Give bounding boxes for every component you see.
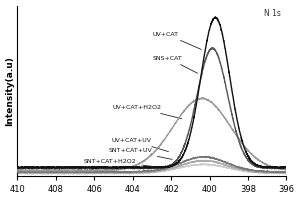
- Text: SNT+CAT+UV: SNT+CAT+UV: [108, 148, 172, 159]
- Text: UV+CAT+UV: UV+CAT+UV: [112, 138, 169, 152]
- Y-axis label: Intensity(a.u): Intensity(a.u): [6, 56, 15, 126]
- Text: SNS+CAT: SNS+CAT: [153, 56, 197, 73]
- Text: UV+CAT: UV+CAT: [153, 32, 201, 49]
- Text: N 1s: N 1s: [264, 9, 281, 18]
- Text: SNT+CAT+H2O2: SNT+CAT+H2O2: [84, 159, 159, 167]
- Text: UV+CAT+H2O2: UV+CAT+H2O2: [112, 105, 182, 119]
